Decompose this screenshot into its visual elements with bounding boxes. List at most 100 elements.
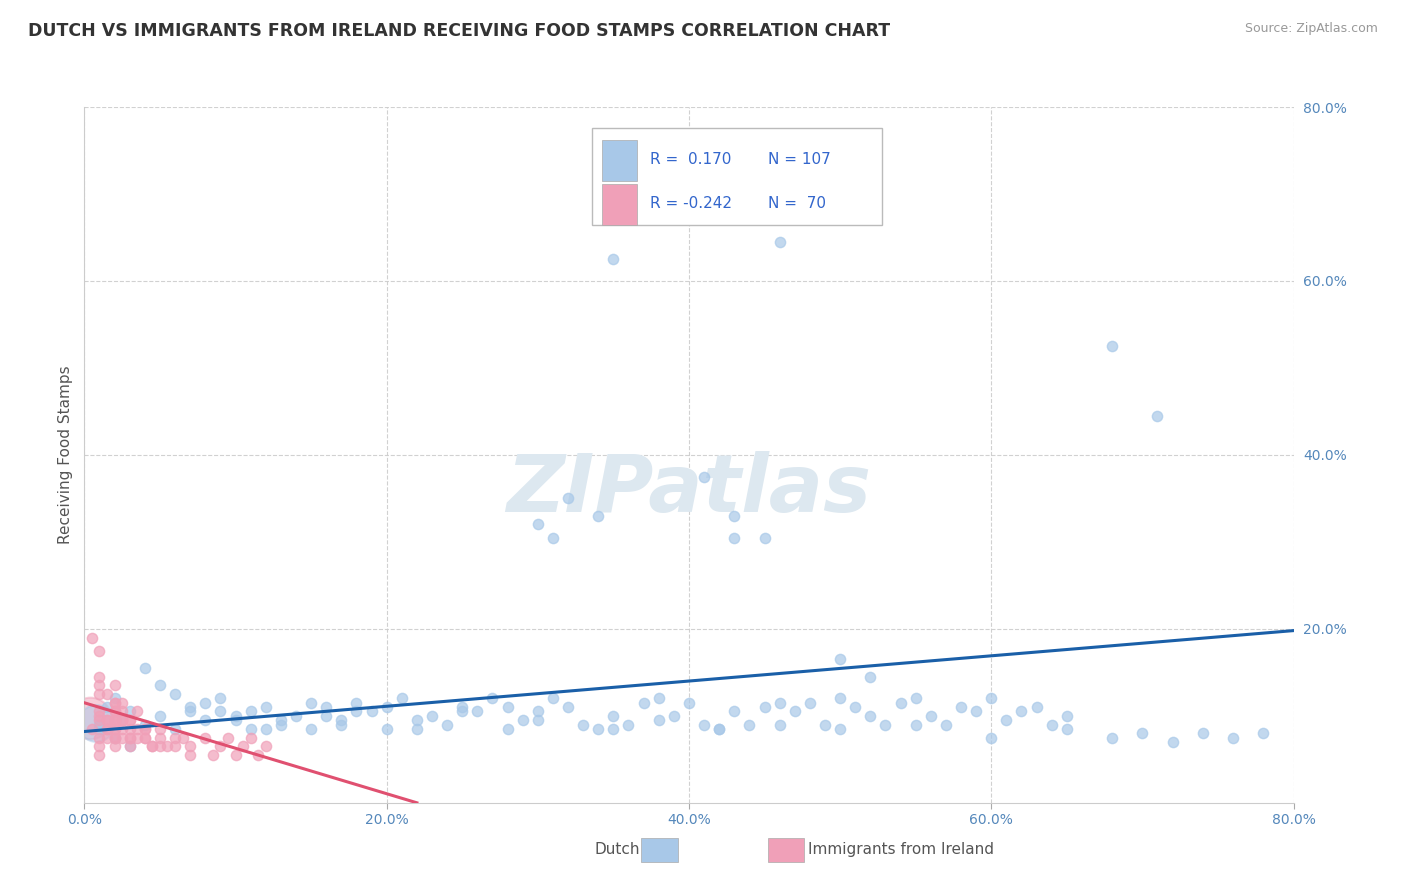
Point <box>96 687 118 701</box>
Point <box>738 717 761 731</box>
Point <box>436 717 458 731</box>
Point <box>754 531 776 545</box>
Point <box>406 722 429 736</box>
Point <box>111 713 134 727</box>
Point <box>617 717 640 731</box>
Point <box>225 713 247 727</box>
Point <box>209 705 232 719</box>
Point <box>86 715 108 730</box>
Point <box>1056 708 1078 723</box>
Point <box>104 722 127 736</box>
Text: N = 107: N = 107 <box>768 152 831 167</box>
Point <box>149 678 172 692</box>
Point <box>935 717 957 731</box>
Text: Dutch: Dutch <box>595 842 640 856</box>
Point <box>89 678 111 692</box>
Y-axis label: Receiving Food Stamps: Receiving Food Stamps <box>58 366 73 544</box>
Point <box>360 705 382 719</box>
Point <box>965 705 987 719</box>
Point <box>104 713 127 727</box>
Point <box>179 747 201 762</box>
Point <box>980 691 1002 706</box>
Point <box>104 696 127 710</box>
Point <box>391 691 413 706</box>
Point <box>96 722 118 736</box>
Point <box>201 747 224 762</box>
Point <box>79 710 101 724</box>
Point <box>80 722 103 736</box>
Point <box>89 708 111 723</box>
Point <box>526 713 548 727</box>
Point <box>149 708 172 723</box>
Point <box>526 705 548 719</box>
Point <box>330 717 353 731</box>
Point <box>111 696 134 710</box>
Point <box>89 747 111 762</box>
Point <box>647 691 671 706</box>
Point <box>662 708 685 723</box>
Point <box>451 700 474 714</box>
Point <box>526 517 548 532</box>
Point <box>633 696 655 710</box>
Point <box>104 691 127 706</box>
Point <box>572 717 595 731</box>
Point <box>602 252 624 267</box>
Point <box>118 722 141 736</box>
Point <box>118 713 141 727</box>
Point <box>315 700 337 714</box>
Point <box>89 722 111 736</box>
Point <box>496 722 519 736</box>
Point <box>830 691 852 706</box>
Point <box>375 722 398 736</box>
Point <box>96 713 118 727</box>
Point <box>830 722 852 736</box>
Point <box>141 739 163 754</box>
Point <box>481 691 503 706</box>
Point <box>980 731 1002 745</box>
Point <box>890 696 912 710</box>
Point <box>769 717 792 731</box>
Point <box>111 731 134 745</box>
Point <box>209 739 232 754</box>
Point <box>163 731 186 745</box>
Point <box>134 722 156 736</box>
Point <box>1146 409 1168 423</box>
Point <box>104 731 127 745</box>
Point <box>89 670 111 684</box>
Point <box>709 722 731 736</box>
Point <box>875 717 897 731</box>
Text: ZIPatlas: ZIPatlas <box>506 450 872 529</box>
Point <box>163 722 186 736</box>
Point <box>1161 735 1184 749</box>
Text: Immigrants from Ireland: Immigrants from Ireland <box>808 842 994 856</box>
Text: R =  0.170: R = 0.170 <box>650 152 731 167</box>
Point <box>904 717 927 731</box>
Point <box>89 643 111 657</box>
Point <box>799 696 821 710</box>
Point <box>904 691 927 706</box>
Text: Source: ZipAtlas.com: Source: ZipAtlas.com <box>1244 22 1378 36</box>
Point <box>134 731 156 745</box>
Point <box>557 700 579 714</box>
Point <box>1191 726 1213 740</box>
Point <box>239 722 262 736</box>
Point <box>859 670 882 684</box>
Point <box>769 696 792 710</box>
Point <box>1040 717 1063 731</box>
Point <box>270 713 292 727</box>
Point <box>1010 705 1032 719</box>
Point <box>1056 722 1078 736</box>
Point <box>723 705 745 719</box>
Point <box>420 708 443 723</box>
Point <box>254 739 277 754</box>
Point <box>557 491 579 506</box>
Point <box>239 705 262 719</box>
FancyBboxPatch shape <box>602 140 637 181</box>
Point <box>118 705 141 719</box>
Point <box>118 731 141 745</box>
Point <box>346 705 368 719</box>
Point <box>111 713 134 727</box>
Point <box>89 705 111 719</box>
Point <box>754 700 776 714</box>
Point <box>96 722 118 736</box>
